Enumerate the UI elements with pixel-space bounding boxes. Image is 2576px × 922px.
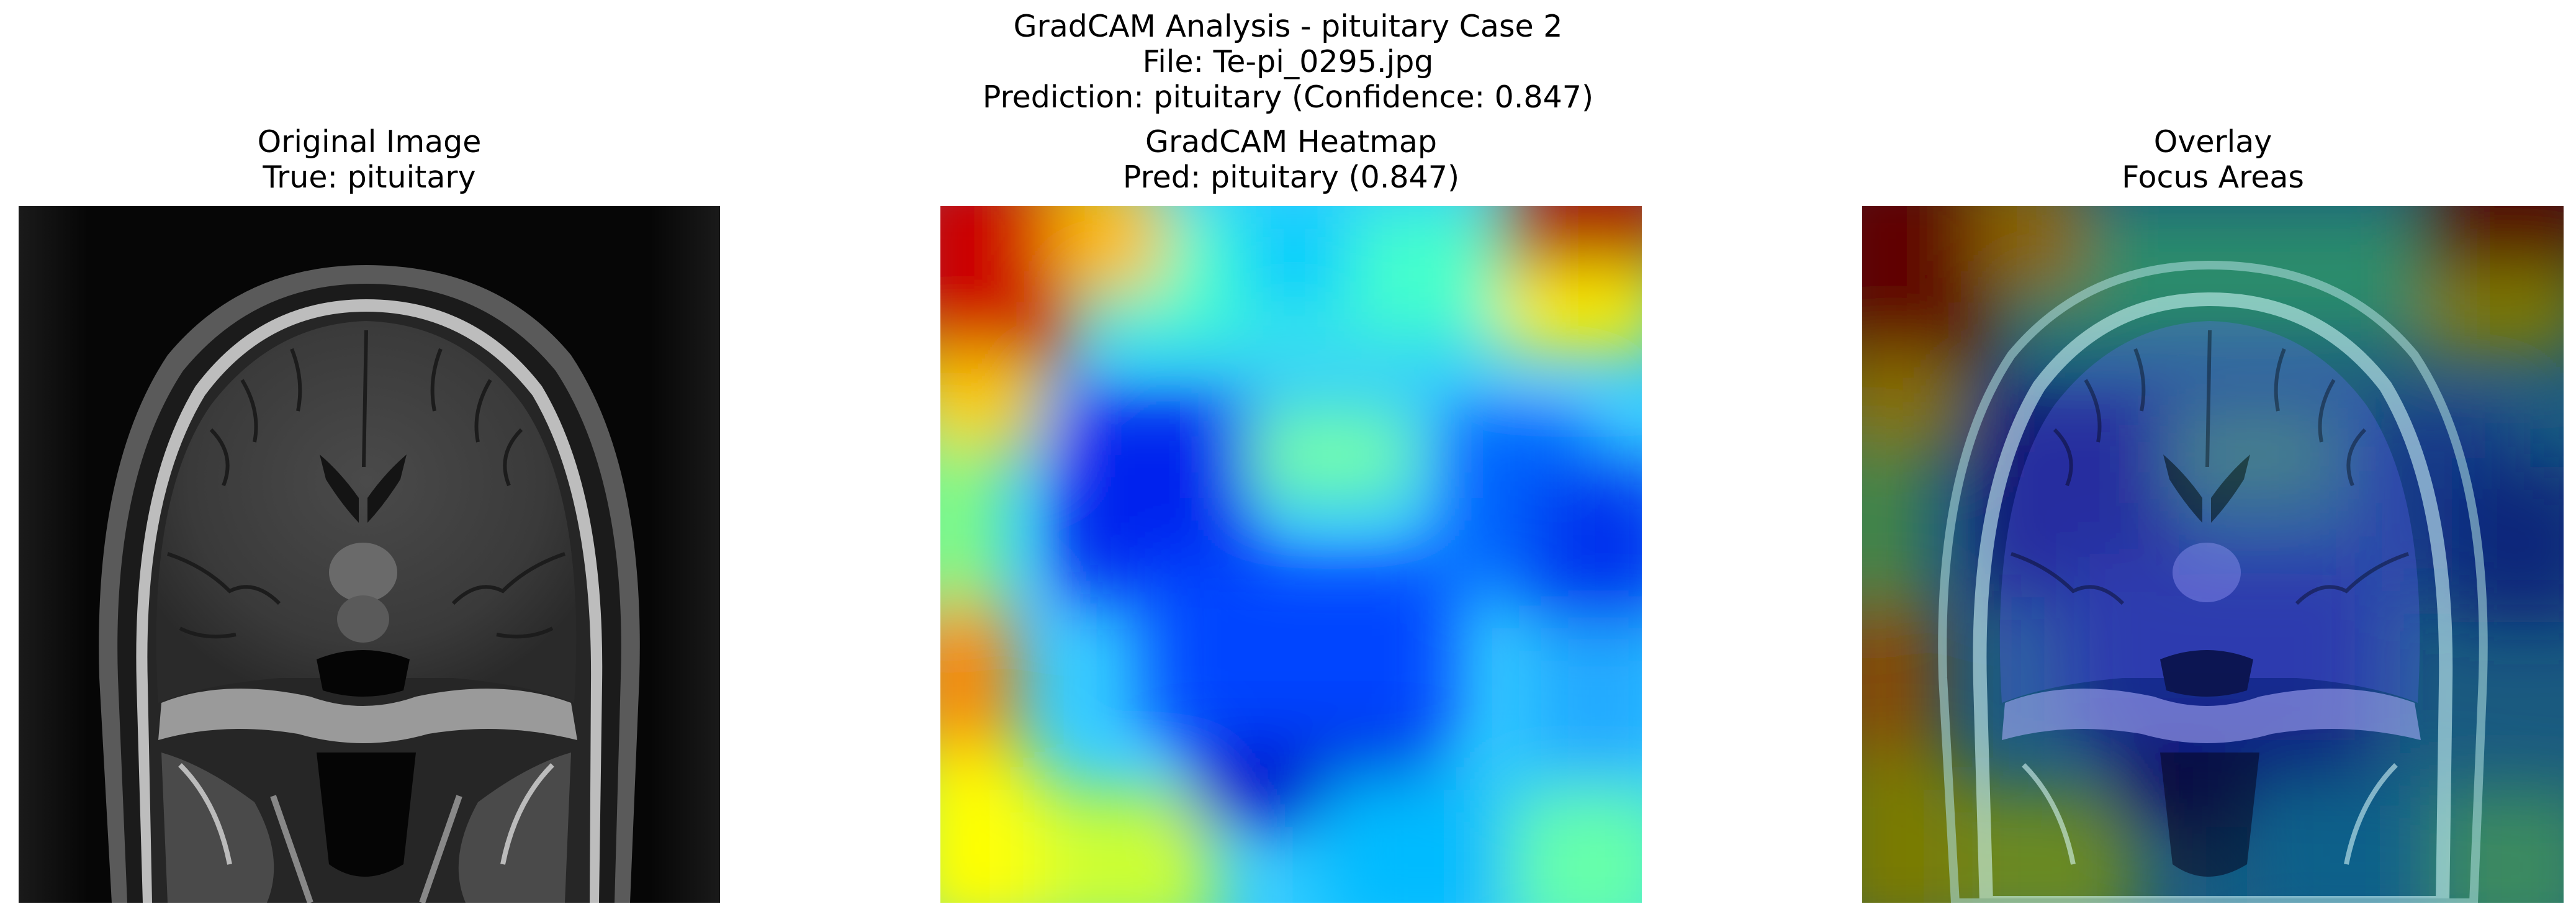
gradcam-heatmap-title: GradCAM Heatmap Pred: pituitary (0.847) xyxy=(940,124,1642,195)
overlay-title: Overlay Focus Areas xyxy=(1862,124,2564,195)
original-image-panel: Original Image True: pituitary xyxy=(19,124,720,919)
overlay-image xyxy=(1862,206,2564,903)
overlay-title-line-1: Overlay xyxy=(2153,124,2272,160)
figure-title-line-3: Prediction: pituitary (Confidence: 0.847… xyxy=(982,79,1594,115)
gradcam-heatmap-title-line-2: Pred: pituitary (0.847) xyxy=(1122,160,1460,195)
original-image-title: Original Image True: pituitary xyxy=(19,124,720,195)
gradcam-heatmap-title-line-1: GradCAM Heatmap xyxy=(1145,124,1437,160)
figure-title-line-1: GradCAM Analysis - pituitary Case 2 xyxy=(1013,9,1563,44)
original-image-title-line-1: Original Image xyxy=(257,124,482,160)
overlay-panel: Overlay Focus Areas xyxy=(1862,124,2564,919)
original-image-title-line-2: True: pituitary xyxy=(263,160,476,195)
original-mri-image xyxy=(19,206,720,903)
overlay-title-line-2: Focus Areas xyxy=(2122,160,2304,195)
figure-title-line-2: File: Te-pi_0295.jpg xyxy=(1142,44,1434,79)
gradcam-heatmap-image xyxy=(940,206,1642,903)
figure-title: GradCAM Analysis - pituitary Case 2 File… xyxy=(0,9,2576,115)
gradcam-heatmap-panel: GradCAM Heatmap Pred: pituitary (0.847) xyxy=(940,124,1642,919)
